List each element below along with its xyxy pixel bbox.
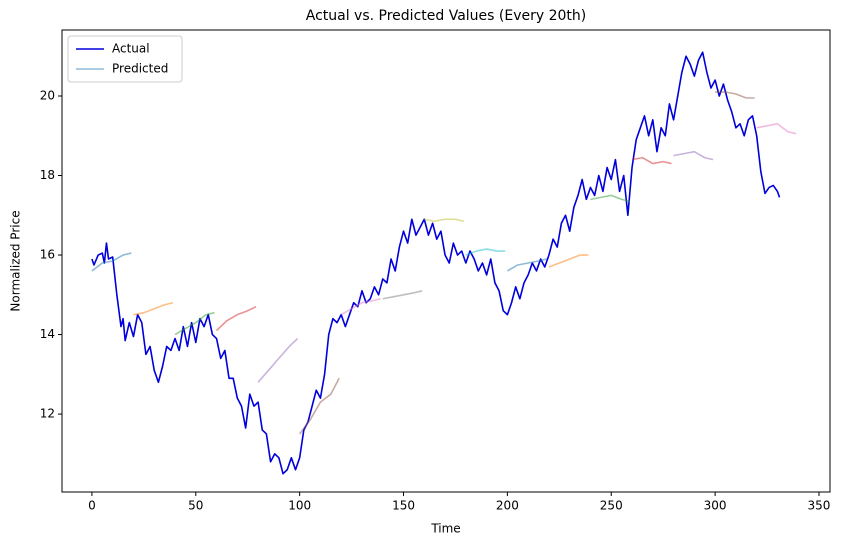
legend-label: Predicted	[112, 62, 168, 76]
line	[382, 290, 423, 300]
x-tick-label: 0	[88, 499, 96, 513]
y-tick-label: 18	[40, 168, 55, 182]
line	[673, 150, 714, 161]
y-axis-label: Normalized Price	[9, 210, 23, 311]
line	[506, 258, 548, 272]
line	[465, 248, 506, 256]
x-tick-label: 200	[496, 499, 519, 513]
line	[715, 91, 755, 99]
y-tick-label: 16	[40, 248, 55, 262]
chart-title: Actual vs. Predicted Values (Every 20th)	[306, 8, 587, 24]
line	[631, 156, 672, 165]
legend-box	[67, 35, 183, 83]
legend-label: Actual	[112, 42, 150, 56]
line	[133, 301, 174, 316]
x-tick-label: 100	[288, 499, 311, 513]
line	[590, 194, 631, 203]
line	[340, 297, 381, 316]
line	[91, 252, 132, 272]
line	[216, 306, 257, 332]
x-tick-label: 150	[392, 499, 415, 513]
x-tick-label: 350	[808, 499, 831, 513]
y-tick-label: 20	[40, 89, 55, 103]
line	[756, 123, 797, 135]
line	[91, 51, 781, 475]
line	[174, 311, 215, 336]
x-tick-label: 50	[188, 499, 203, 513]
line	[257, 337, 299, 383]
plot-frame	[61, 29, 831, 493]
legend: Actual Predicted	[67, 35, 183, 83]
x-tick-label: 250	[600, 499, 623, 513]
y-tick-label: 14	[40, 327, 55, 341]
line	[299, 377, 340, 435]
y-tick-label: 12	[40, 407, 55, 421]
x-tick-label: 300	[704, 499, 727, 513]
x-axis-label: Time	[430, 522, 460, 536]
line	[424, 218, 464, 223]
line	[548, 254, 589, 268]
